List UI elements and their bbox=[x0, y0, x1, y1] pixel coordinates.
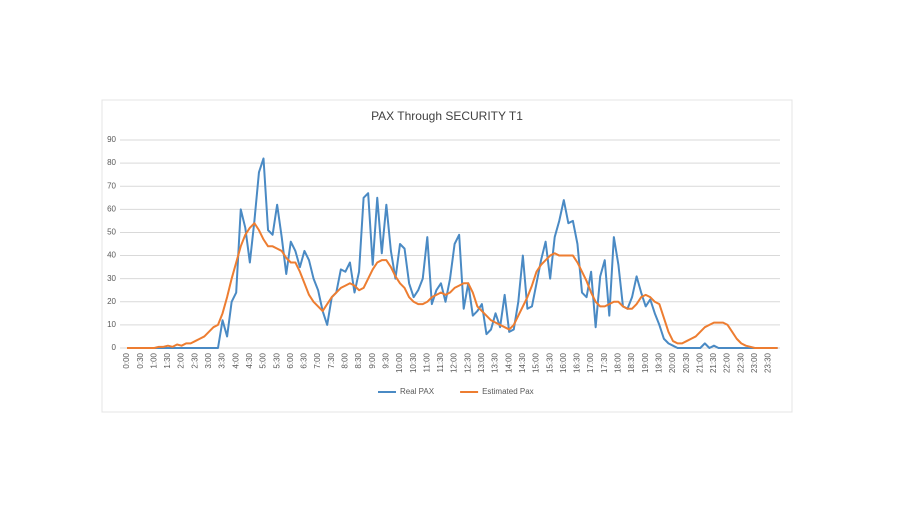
x-tick-label: 7:00 bbox=[313, 352, 322, 368]
x-tick-label: 3:30 bbox=[218, 352, 227, 368]
x-tick-label: 4:00 bbox=[231, 352, 240, 368]
x-tick-label: 15:30 bbox=[545, 352, 554, 373]
x-tick-label: 13:00 bbox=[477, 352, 486, 373]
x-tick-label: 20:30 bbox=[682, 352, 691, 373]
x-tick-label: 9:30 bbox=[381, 352, 390, 368]
y-tick-label: 30 bbox=[107, 274, 116, 283]
x-tick-label: 4:30 bbox=[245, 352, 254, 368]
x-tick-label: 22:30 bbox=[736, 352, 745, 373]
x-tick-label: 13:30 bbox=[491, 352, 500, 373]
y-tick-label: 70 bbox=[107, 181, 116, 190]
chart-title: PAX Through SECURITY T1 bbox=[371, 109, 523, 123]
y-tick-label: 0 bbox=[112, 343, 117, 352]
x-tick-label: 2:00 bbox=[177, 352, 186, 368]
y-tick-label: 40 bbox=[107, 251, 116, 260]
y-tick-label: 60 bbox=[107, 204, 116, 213]
x-tick-label: 16:30 bbox=[573, 352, 582, 373]
x-tick-label: 12:00 bbox=[450, 352, 459, 373]
x-tick-label: 12:30 bbox=[463, 352, 472, 373]
x-tick-label: 6:00 bbox=[286, 352, 295, 368]
x-tick-label: 11:30 bbox=[436, 352, 445, 372]
x-tick-label: 2:30 bbox=[190, 352, 199, 368]
x-tick-label: 0:30 bbox=[136, 352, 145, 368]
x-tick-label: 9:00 bbox=[368, 352, 377, 368]
x-tick-label: 1:00 bbox=[149, 352, 158, 368]
x-tick-label: 19:30 bbox=[654, 352, 663, 373]
x-tick-label: 10:30 bbox=[409, 352, 418, 373]
x-tick-label: 22:00 bbox=[723, 352, 732, 373]
x-tick-label: 23:00 bbox=[750, 352, 759, 373]
x-tick-label: 20:00 bbox=[668, 352, 677, 373]
x-tick-label: 18:00 bbox=[614, 352, 623, 373]
y-tick-label: 50 bbox=[107, 228, 116, 237]
y-tick-label: 90 bbox=[107, 135, 116, 144]
x-tick-label: 1:30 bbox=[163, 352, 172, 368]
x-tick-label: 17:00 bbox=[586, 352, 595, 373]
x-tick-label: 15:00 bbox=[532, 352, 541, 373]
x-tick-label: 14:30 bbox=[518, 352, 527, 373]
x-tick-label: 23:30 bbox=[764, 352, 773, 373]
x-tick-label: 0:00 bbox=[122, 352, 131, 368]
x-tick-label: 19:00 bbox=[641, 352, 650, 373]
x-tick-label: 5:00 bbox=[259, 352, 268, 368]
legend-label: Real PAX bbox=[400, 387, 435, 396]
x-tick-label: 14:00 bbox=[504, 352, 513, 373]
y-tick-label: 80 bbox=[107, 158, 116, 167]
x-tick-label: 18:30 bbox=[627, 352, 636, 373]
y-tick-label: 20 bbox=[107, 297, 116, 306]
x-tick-label: 8:00 bbox=[341, 352, 350, 368]
x-tick-label: 7:30 bbox=[327, 352, 336, 368]
x-tick-label: 10:00 bbox=[395, 352, 404, 373]
x-tick-label: 16:00 bbox=[559, 352, 568, 373]
series-line bbox=[127, 157, 778, 349]
x-tick-label: 21:30 bbox=[709, 352, 718, 373]
x-tick-label: 17:30 bbox=[600, 352, 609, 373]
x-tick-label: 11:00 bbox=[422, 352, 431, 372]
x-tick-label: 6:30 bbox=[300, 352, 309, 368]
x-tick-label: 5:30 bbox=[272, 352, 281, 368]
y-tick-label: 10 bbox=[107, 320, 116, 329]
x-tick-label: 21:00 bbox=[695, 352, 704, 373]
x-tick-label: 8:30 bbox=[354, 352, 363, 368]
series-line bbox=[127, 222, 778, 349]
x-tick-label: 3:00 bbox=[204, 352, 213, 368]
legend-label: Estimated Pax bbox=[482, 387, 534, 396]
